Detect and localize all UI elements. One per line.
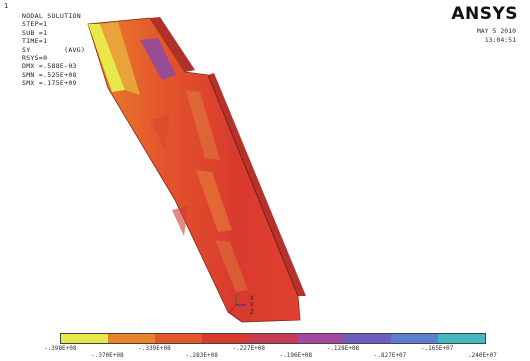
info-sub: SUB =1 xyxy=(22,28,48,37)
info-step: STEP=1 xyxy=(22,20,48,29)
info-component: SY (AVG) xyxy=(22,45,86,54)
date-text: MAY 5 2010 xyxy=(476,27,516,35)
legend-color-cell xyxy=(249,334,297,343)
legend-color-cell xyxy=(390,334,438,343)
beam-body xyxy=(87,17,306,323)
legend-color-bar xyxy=(60,333,486,344)
solution-info-panel: NODAL SOLUTION STEP=1 SUB =1 TIME=1 SY (… xyxy=(22,12,85,88)
legend-label: -.196E+08 xyxy=(279,352,313,359)
legend-label: -.128E+08 xyxy=(326,345,360,352)
legend-color-cell xyxy=(343,334,391,343)
legend-label: -.339E+08 xyxy=(138,345,171,352)
time-text: 13:04:51 xyxy=(484,35,516,44)
triad-label-y: Y xyxy=(250,302,254,309)
legend-label: -.283E+08 xyxy=(185,352,218,359)
legend-color-cell xyxy=(155,334,203,343)
window-number: 1 xyxy=(4,2,9,10)
info-rsys: RSYS=0 xyxy=(22,54,48,63)
legend-color-cell xyxy=(296,334,344,343)
high-stress-zone xyxy=(140,38,176,80)
legend-color-cell xyxy=(108,334,156,343)
transition-zone xyxy=(100,22,140,95)
coordinate-triad: X Y Z xyxy=(229,295,254,316)
legend-label: -.398E+08 xyxy=(44,345,77,352)
triad-label-x: X xyxy=(250,295,254,302)
top-edge-face xyxy=(150,17,195,72)
info-time: TIME=1 xyxy=(22,37,48,46)
legend-label: -.227E+08 xyxy=(232,345,265,352)
info-smn: SMN =.525E+08 xyxy=(22,70,77,79)
side-face xyxy=(208,73,306,296)
legend-label: -.165E+07 xyxy=(420,345,454,352)
legend-label: .240E+07 xyxy=(468,352,497,359)
ansys-logo: ANSYS xyxy=(451,4,518,24)
timestamp: MAY 5 2010 13:04:51 xyxy=(477,27,516,44)
legend-color-cell xyxy=(437,334,485,343)
triad-label-z: Z xyxy=(250,309,254,316)
info-dmx: DMX =.588E-03 xyxy=(22,62,77,71)
low-stress-zone xyxy=(88,24,125,92)
legend-label: -.827E+07 xyxy=(373,352,407,359)
legend-color-cell xyxy=(202,334,250,343)
legend-color-cell xyxy=(61,334,109,343)
legend-label: -.370E+08 xyxy=(91,352,124,359)
legend-labels: -.398E+08 -.339E+08 -.227E+08 -.128E+08 -.16… xyxy=(0,344,530,360)
info-smx: SMX =.175E+09 xyxy=(22,79,77,88)
solution-title: NODAL SOLUTION xyxy=(22,12,81,20)
